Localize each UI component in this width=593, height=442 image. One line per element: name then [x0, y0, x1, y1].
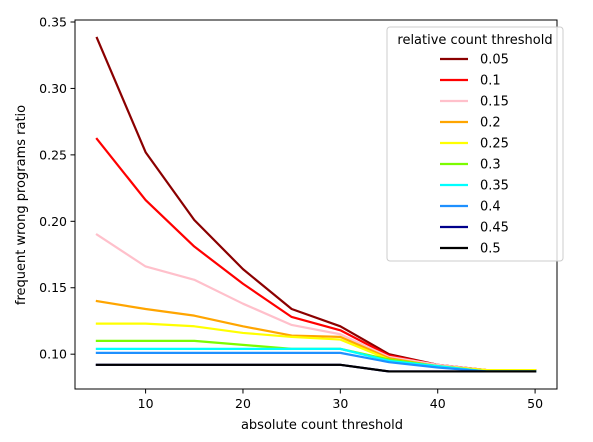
legend-entry-0.05: 0.05	[440, 53, 509, 68]
legend-label: 0.3	[480, 158, 501, 173]
y-tick-label: 0.25	[39, 147, 67, 162]
legend-label: 0.15	[480, 95, 509, 110]
legend-entry-0.1: 0.1	[440, 74, 501, 89]
x-tick-label: 40	[430, 396, 446, 411]
y-axis-label: frequent wrong programs ratio	[14, 105, 29, 305]
legend-entry-0.4: 0.4	[440, 200, 501, 215]
series-layer	[95, 36, 537, 373]
x-tick-label: 20	[235, 396, 251, 411]
x-axis-label: absolute count threshold	[241, 418, 403, 433]
legend-label: 0.4	[480, 200, 501, 215]
x-axis: 10 20 30 40 50	[138, 389, 543, 411]
legend-box	[386, 26, 564, 262]
legend-entries: 0.05 0.1 0.15 0.2 0.25 0.3 0.35 0.4 0.45 0.5	[440, 53, 509, 257]
legend-label: 0.2	[480, 116, 501, 131]
series-line-0.4	[95, 351, 537, 373]
x-tick-label: 50	[527, 396, 543, 411]
legend-entry-0.35: 0.35	[440, 179, 509, 194]
legend-label: 0.1	[480, 74, 501, 89]
y-tick-label: 0.15	[39, 280, 67, 295]
series-line-0.5	[95, 363, 537, 373]
y-axis: 0.10 0.15 0.20 0.25 0.30 0.35	[39, 14, 75, 362]
legend-entry-0.45: 0.45	[440, 221, 509, 236]
legend-entry-0.5: 0.5	[440, 242, 501, 257]
y-tick-label: 0.35	[39, 14, 67, 29]
y-tick-label: 0.30	[39, 81, 67, 96]
legend-label: 0.35	[480, 179, 509, 194]
legend-label: 0.5	[480, 242, 501, 257]
y-tick-label: 0.20	[39, 214, 67, 229]
y-tick-label: 0.10	[39, 347, 67, 362]
legend-entry-0.15: 0.15	[440, 95, 509, 110]
legend: relative count threshold 0.050.10.150.20…	[386, 26, 564, 262]
legend-entry-0.3: 0.3	[440, 158, 501, 173]
legend-label: 0.45	[480, 221, 509, 236]
legend-title: relative count threshold	[397, 33, 552, 48]
legend-entry-0.2: 0.2	[440, 116, 501, 131]
legend-label: 0.05	[480, 53, 509, 68]
legend-label: 0.25	[480, 137, 509, 152]
x-tick-label: 30	[332, 396, 348, 411]
x-tick-label: 10	[138, 396, 154, 411]
legend-entry-0.25: 0.25	[440, 137, 509, 152]
